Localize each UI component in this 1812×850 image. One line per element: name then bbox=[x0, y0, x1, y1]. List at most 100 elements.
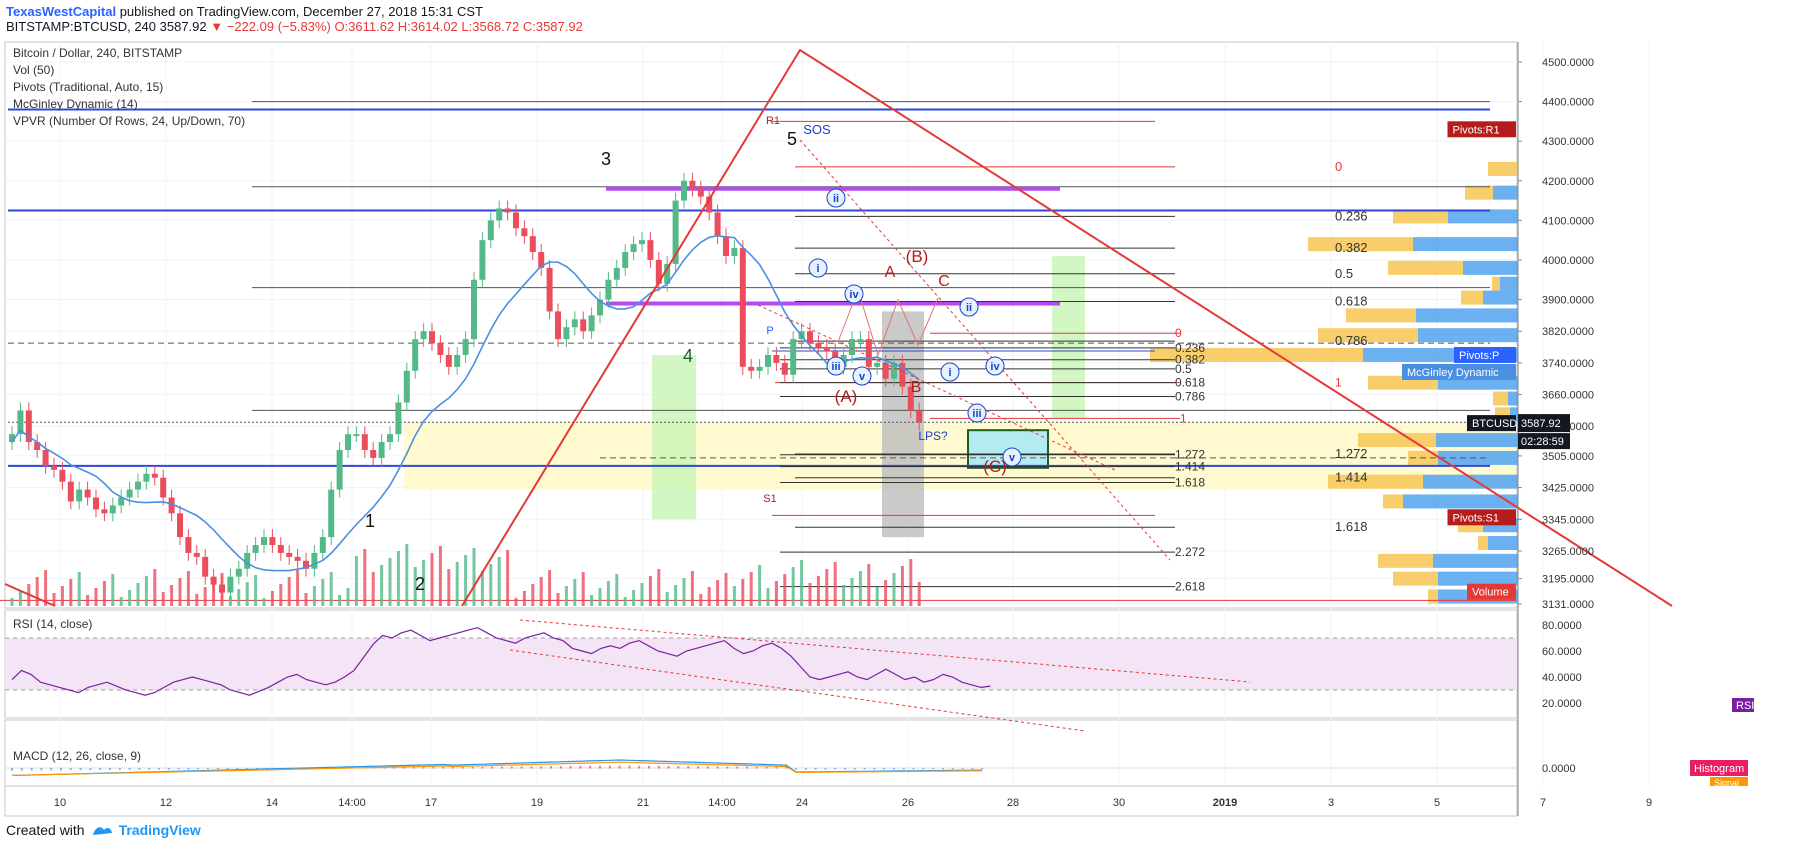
candle-body bbox=[874, 362, 881, 367]
fib-label: 2.272 bbox=[1175, 545, 1205, 559]
volume-bar bbox=[833, 562, 837, 606]
x-tick-label: 21 bbox=[637, 797, 649, 809]
macd-hist-bar bbox=[599, 765, 601, 769]
publish-header: TexasWestCapital published on TradingVie… bbox=[6, 4, 583, 34]
fib-label: 1.618 bbox=[1335, 519, 1368, 534]
gray-zone bbox=[882, 311, 924, 538]
macd-hist-bar bbox=[765, 766, 768, 769]
macd-hist-bar bbox=[951, 768, 954, 770]
wave-label: i bbox=[816, 263, 819, 275]
fib-label: 0.382 bbox=[1175, 353, 1205, 367]
vp-up-bar bbox=[1318, 328, 1418, 343]
y-tick-label: 4000.0000 bbox=[1542, 255, 1594, 267]
tradingview-brand[interactable]: TradingView bbox=[118, 822, 201, 838]
price-axis: 4500.0000 4400.0000 4300.0000 4200.0000 4100… bbox=[1402, 42, 1594, 816]
wave-label: A bbox=[885, 264, 896, 281]
volume-bar bbox=[892, 573, 896, 606]
y-tick-label: 3425.0000 bbox=[1542, 483, 1594, 495]
legend-item[interactable]: Pivots (Traditional, Auto, 15) bbox=[13, 80, 164, 94]
price-badge bbox=[1467, 415, 1516, 432]
candle-body bbox=[655, 259, 662, 284]
author-name[interactable]: TexasWestCapital bbox=[6, 4, 117, 19]
vp-up-bar bbox=[1346, 308, 1416, 323]
wave-label: iii bbox=[972, 408, 981, 420]
legend-item[interactable]: VPVR (Number Of Rows, 24, Up/Down, 70) bbox=[13, 114, 246, 128]
candle-body bbox=[723, 236, 729, 256]
candle-body bbox=[462, 339, 469, 355]
macd-hist-bar bbox=[167, 768, 170, 770]
macd-hist-bar bbox=[236, 768, 239, 770]
volume-bar bbox=[195, 594, 199, 606]
wave-label: SOS bbox=[803, 122, 831, 137]
candle-body bbox=[185, 537, 192, 553]
price-badge-label: Pivots:R1 bbox=[1453, 124, 1500, 136]
candle-body bbox=[235, 568, 242, 577]
vp-up-bar bbox=[1388, 260, 1463, 275]
volume-bar bbox=[598, 588, 602, 606]
signal-badge bbox=[1710, 777, 1748, 786]
macd-title[interactable]: MACD (12, 26, close, 9) bbox=[13, 749, 142, 763]
volume-bar bbox=[564, 586, 568, 606]
y-tick-label: 4400.0000 bbox=[1542, 97, 1594, 109]
vp-up-bar bbox=[1492, 276, 1500, 291]
volume-bar bbox=[346, 588, 350, 606]
vp-down-bar bbox=[1488, 536, 1518, 551]
volume-bar bbox=[321, 579, 325, 606]
candle-body bbox=[731, 248, 738, 256]
rsi-title[interactable]: RSI (14, close) bbox=[13, 617, 93, 631]
volume-bar bbox=[86, 595, 90, 606]
wave-label: R1 bbox=[766, 115, 780, 127]
candle-body bbox=[571, 319, 578, 328]
fib-label: 1.414 bbox=[1175, 460, 1205, 474]
candle-body bbox=[370, 449, 377, 458]
wave-circle bbox=[967, 403, 987, 423]
macd-hist-bar bbox=[824, 768, 827, 770]
macd-hist-bar bbox=[716, 766, 719, 769]
volume-bar bbox=[35, 577, 39, 606]
volume-bar bbox=[430, 553, 434, 606]
wave-label: C bbox=[938, 273, 950, 290]
legend-item[interactable]: Vol (50) bbox=[13, 63, 55, 77]
candle-body bbox=[739, 248, 746, 367]
volume-bar bbox=[413, 567, 417, 606]
candle-body bbox=[555, 311, 561, 340]
candle-body bbox=[916, 410, 923, 423]
vp-up-bar bbox=[1488, 161, 1518, 176]
candle-body bbox=[790, 339, 797, 375]
legend-title[interactable]: Bitcoin / Dollar, 240, BITSTAMP bbox=[13, 46, 183, 60]
wave-circle bbox=[959, 297, 979, 317]
vp-down-bar bbox=[1500, 276, 1518, 291]
candle-body bbox=[202, 556, 209, 577]
macd-hist-bar bbox=[971, 768, 974, 770]
volume-bar bbox=[875, 587, 879, 606]
candle-body bbox=[277, 545, 284, 553]
legend-item[interactable]: McGinley Dynamic (14) bbox=[13, 97, 138, 111]
x-tick-label: 2019 bbox=[1213, 797, 1237, 809]
macd-hist-bar bbox=[403, 767, 405, 769]
candle-body bbox=[177, 513, 183, 538]
volume-bar bbox=[648, 576, 652, 606]
macd-hist-bar bbox=[452, 767, 454, 769]
candle-body bbox=[387, 434, 393, 443]
macd-hist-bar bbox=[530, 766, 533, 769]
x-tick-label: 30 bbox=[1113, 797, 1125, 809]
x-tick-label: 3 bbox=[1328, 797, 1334, 809]
y-tick-label: 3195.0000 bbox=[1542, 574, 1594, 586]
candle-body bbox=[681, 180, 687, 201]
macd-hist-bar bbox=[550, 766, 552, 769]
price-badge bbox=[1454, 346, 1516, 363]
candle-body bbox=[891, 362, 897, 379]
macd-hist-bar bbox=[608, 765, 611, 769]
vp-down-bar bbox=[1436, 433, 1518, 448]
macd-hist-bar bbox=[471, 766, 474, 769]
volume-bar bbox=[178, 578, 182, 606]
candle-body bbox=[622, 252, 629, 268]
rsi-tick-label: 40.0000 bbox=[1542, 672, 1582, 684]
candle-body bbox=[849, 339, 855, 355]
vp-up-bar bbox=[1393, 571, 1438, 586]
time-axis: 10 12 14 14:00 17 19 21 14:00 24 26 28 30 2019 3 5 7 9 bbox=[54, 797, 1652, 809]
published-text: published on TradingView.com, December 2… bbox=[119, 4, 483, 19]
candle-body bbox=[34, 442, 41, 450]
candle-body bbox=[823, 347, 830, 352]
